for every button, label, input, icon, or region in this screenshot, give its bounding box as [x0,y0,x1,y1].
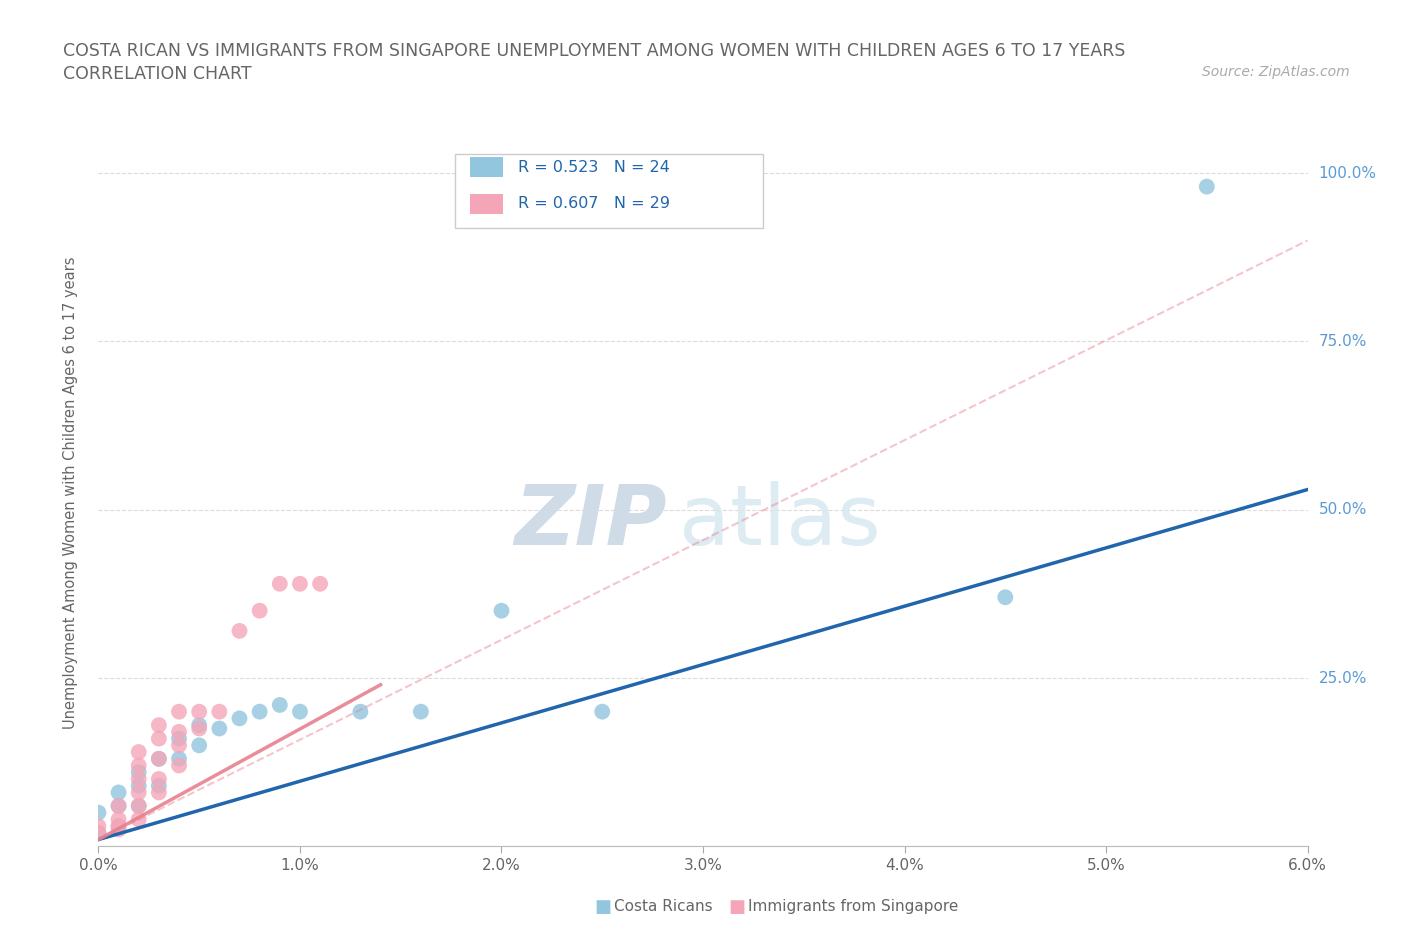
Point [87,826,110,841]
Text: ■: ■ [595,897,612,916]
Point [288,704,311,719]
Point [107,818,129,833]
Point [249,704,271,719]
Point [591,704,613,719]
Point [188,704,211,719]
Text: R = 0.607   N = 29: R = 0.607 N = 29 [517,196,671,211]
Text: Costa Ricans: Costa Ricans [614,899,713,914]
Point [1195,179,1218,194]
Point [228,711,250,725]
Point [188,718,211,733]
Text: 75.0%: 75.0% [1319,334,1367,349]
Point [269,698,291,712]
Point [128,785,150,800]
Text: R = 0.523   N = 24: R = 0.523 N = 24 [517,160,669,175]
Point [228,623,250,638]
Point [349,704,371,719]
Point [148,785,170,800]
Point [128,799,150,814]
Point [269,577,291,591]
Point [87,818,110,833]
Point [167,724,190,739]
Text: ZIP: ZIP [515,481,666,562]
Point [87,826,110,841]
Point [188,737,211,752]
Point [128,812,150,827]
Point [167,758,190,773]
FancyBboxPatch shape [470,194,503,214]
Point [994,590,1017,604]
Point [208,704,231,719]
Point [128,758,150,773]
Point [107,812,129,827]
Point [148,751,170,766]
Point [148,718,170,733]
Point [409,704,432,719]
Point [188,721,211,736]
Point [167,737,190,752]
Y-axis label: Unemployment Among Women with Children Ages 6 to 17 years: Unemployment Among Women with Children A… [63,257,77,729]
Point [128,799,150,814]
Point [107,822,129,837]
Point [288,577,311,591]
Text: Source: ZipAtlas.com: Source: ZipAtlas.com [1202,65,1350,79]
FancyBboxPatch shape [470,157,503,177]
Text: atlas: atlas [679,481,880,562]
Point [148,772,170,787]
Point [491,604,513,618]
Point [128,764,150,779]
Point [107,799,129,814]
Text: 50.0%: 50.0% [1319,502,1367,517]
Point [148,751,170,766]
Point [128,772,150,787]
Point [148,778,170,793]
Point [128,778,150,793]
Text: 100.0%: 100.0% [1319,166,1376,180]
Text: ■: ■ [728,897,745,916]
Point [309,577,332,591]
Point [148,731,170,746]
Point [107,818,129,833]
Point [249,604,271,618]
Point [167,731,190,746]
Point [107,785,129,800]
Point [128,745,150,760]
Point [208,721,231,736]
Text: Immigrants from Singapore: Immigrants from Singapore [748,899,959,914]
Point [107,799,129,814]
Point [87,805,110,820]
Text: 25.0%: 25.0% [1319,671,1367,685]
Text: CORRELATION CHART: CORRELATION CHART [63,65,252,83]
FancyBboxPatch shape [456,153,763,228]
Point [167,704,190,719]
Text: COSTA RICAN VS IMMIGRANTS FROM SINGAPORE UNEMPLOYMENT AMONG WOMEN WITH CHILDREN : COSTA RICAN VS IMMIGRANTS FROM SINGAPORE… [63,42,1126,60]
Point [167,751,190,766]
